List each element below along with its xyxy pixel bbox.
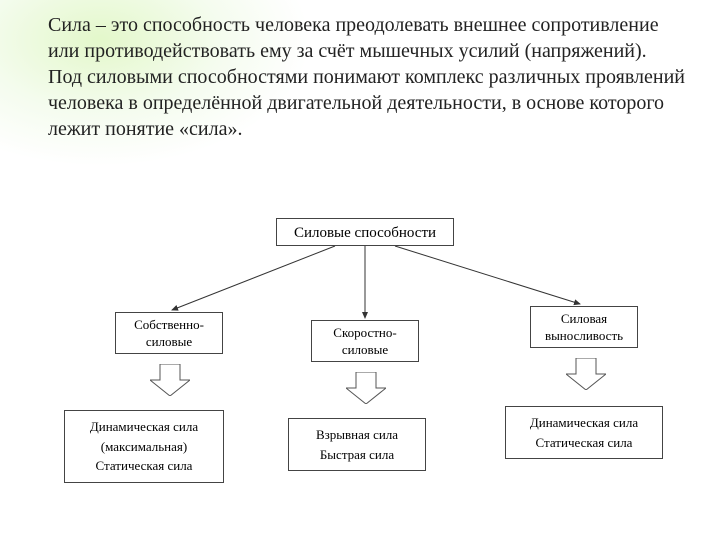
leaf-node-2: Динамическая силаСтатическая сила — [505, 406, 663, 459]
mid-node-1: Скоростно-силовые — [311, 320, 419, 362]
intro-paragraph: Сила – это способность человека преодоле… — [48, 12, 688, 142]
root-node: Силовые способности — [276, 218, 454, 246]
mid-node-0: Собственно-силовые — [115, 312, 223, 354]
leaf-node-0: Динамическая сила(максимальная)Статическ… — [64, 410, 224, 483]
block-arrow-1 — [346, 372, 386, 404]
connector-arrow — [172, 246, 335, 310]
block-arrow-2 — [566, 358, 606, 390]
connector-arrow — [395, 246, 580, 304]
diagram-container: Силовые способности Собственно-силовые Ск… — [0, 218, 720, 540]
leaf-node-1: Взрывная силаБыстрая сила — [288, 418, 426, 471]
block-arrow-0 — [150, 364, 190, 396]
mid-node-2: Силоваявыносливость — [530, 306, 638, 348]
